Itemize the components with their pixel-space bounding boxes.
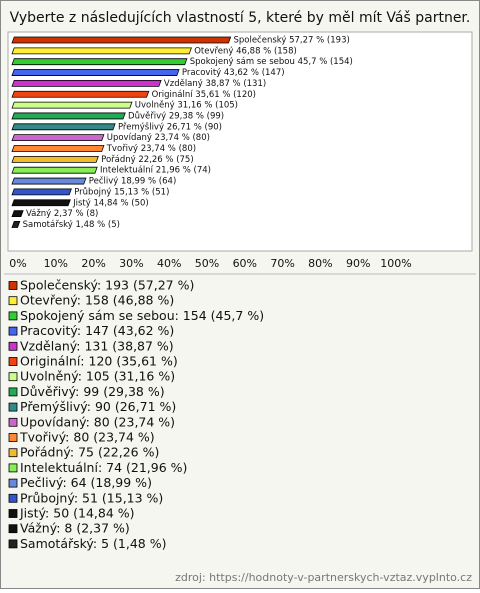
- data-label: Důvěřivý 29,38 % (99): [128, 110, 224, 121]
- legend-label: Pečlivý: 64 (18,99 %): [20, 475, 152, 490]
- x-tick-label: 80%: [308, 257, 332, 270]
- x-tick-label: 60%: [233, 257, 257, 270]
- bar: [11, 188, 72, 196]
- legend-swatch: [8, 478, 18, 488]
- legend-swatch: [8, 539, 18, 549]
- data-label: Jistý 14,84 % (50): [72, 198, 149, 208]
- x-tick-label: 90%: [346, 257, 370, 270]
- legend-label: Otevřený: 158 (46,88 %): [20, 293, 174, 308]
- legend-label: Vzdělaný: 131 (38,87 %): [20, 338, 174, 353]
- legend-swatch: [8, 509, 18, 518]
- bar: [11, 221, 21, 228]
- legend-swatch: [8, 524, 18, 534]
- legend-label: Průbojný: 51 (15,13 %): [20, 490, 163, 505]
- legend-swatch: [8, 357, 18, 366]
- data-label: Originální 35,61 % (120): [152, 90, 256, 100]
- x-tick-label: 0%: [9, 257, 26, 270]
- legend-label: Přemýšlivý: 90 (26,71 %): [20, 399, 176, 414]
- bar: [11, 177, 87, 185]
- legend-swatch: [8, 311, 18, 321]
- legend-swatch: [8, 387, 18, 397]
- x-tick-label: 30%: [119, 257, 143, 270]
- x-tick-label: 10%: [44, 257, 68, 270]
- data-label: Vzdělaný 38,87 % (131): [164, 79, 266, 89]
- bar: [11, 69, 180, 76]
- bar: [11, 80, 162, 87]
- x-tick-label: 20%: [81, 257, 105, 270]
- legend-label: Pořádný: 75 (22,26 %): [20, 445, 159, 460]
- bar: [11, 123, 116, 131]
- legend-swatch: [8, 463, 18, 473]
- data-label: Přemýšlivý 26,71 % (90): [118, 121, 222, 132]
- legend-swatch: [8, 493, 18, 503]
- bar: [11, 210, 24, 218]
- bar: [11, 134, 105, 142]
- x-tick-label: 40%: [157, 257, 181, 270]
- data-label: Otevřený 46,88 % (158): [194, 46, 297, 56]
- legend-label: Originální: 120 (35,61 %): [20, 354, 178, 369]
- bar: [11, 58, 188, 66]
- bar: [11, 90, 150, 98]
- data-label: Samotářský 1,48 % (5): [23, 220, 120, 230]
- legend-label: Důvěřivý: 99 (29,38 %): [20, 384, 165, 399]
- legend-label: Tvořivý: 80 (23,74 %): [19, 430, 155, 445]
- bar: [11, 155, 99, 163]
- data-label: Uvolněný 31,16 % (105): [135, 101, 238, 111]
- legend-label: Spokojený sám se sebou: 154 (45,7 %): [20, 308, 264, 323]
- data-label: Intelektuální 21,96 % (74): [100, 166, 211, 176]
- legend-label: Samotářský: 5 (1,48 %): [20, 536, 166, 551]
- legend-swatch: [8, 372, 18, 382]
- data-label: Spokojený sám se sebou 45,7 % (154): [190, 57, 353, 67]
- legend-label: Intelektuální: 74 (21,96 %): [20, 460, 187, 475]
- bar: [11, 101, 133, 109]
- legend-label: Vážný: 8 (2,37 %): [20, 521, 130, 536]
- x-tick-label: 50%: [195, 257, 219, 270]
- legend-label: Společenský: 193 (57,27 %): [20, 278, 194, 293]
- legend-label: Pracovitý: 147 (43,62 %): [20, 323, 174, 338]
- legend-label: Uvolněný: 105 (31,16 %): [20, 369, 175, 384]
- source: zdroj: https://hodnoty-v-partnerskych-vz…: [175, 571, 472, 584]
- data-label: Tvořivý 23,74 % (80): [106, 144, 196, 154]
- legend-swatch: [8, 296, 18, 306]
- data-label: Vážný 2,37 % (8): [26, 209, 98, 219]
- legend-swatch: [8, 417, 18, 427]
- legend-swatch: [8, 402, 18, 412]
- legend-swatch: [8, 326, 18, 336]
- data-label: Pracovitý 43,62 % (147): [182, 68, 285, 78]
- data-label: Průbojný 15,13 % (51): [74, 186, 169, 197]
- bar: [11, 36, 232, 44]
- bar: [11, 199, 71, 207]
- chart-title: Vyberte z následujících vlastností 5, kt…: [10, 10, 471, 26]
- plot-area: [7, 31, 473, 252]
- bar: [11, 145, 105, 152]
- x-tick-label: 100%: [380, 257, 411, 270]
- legend-swatch: [8, 281, 18, 290]
- data-label: Upovídaný 23,74 % (80): [107, 133, 210, 143]
- data-label: Pořádný 22,26 % (75): [101, 155, 194, 165]
- legend-swatch: [8, 448, 18, 458]
- bar: [11, 47, 192, 55]
- legend-swatch: [8, 341, 18, 351]
- legend-label: Upovídaný: 80 (23,74 %): [20, 414, 175, 429]
- data-label: Společenský 57,27 % (193): [233, 35, 349, 46]
- bar: [11, 112, 126, 120]
- data-label: Pečlivý 18,99 % (64): [89, 176, 176, 187]
- x-tick-label: 70%: [270, 257, 294, 270]
- legend-swatch: [8, 433, 18, 442]
- legend-label: Jistý: 50 (14,84 %): [19, 506, 135, 521]
- bar: [11, 166, 98, 174]
